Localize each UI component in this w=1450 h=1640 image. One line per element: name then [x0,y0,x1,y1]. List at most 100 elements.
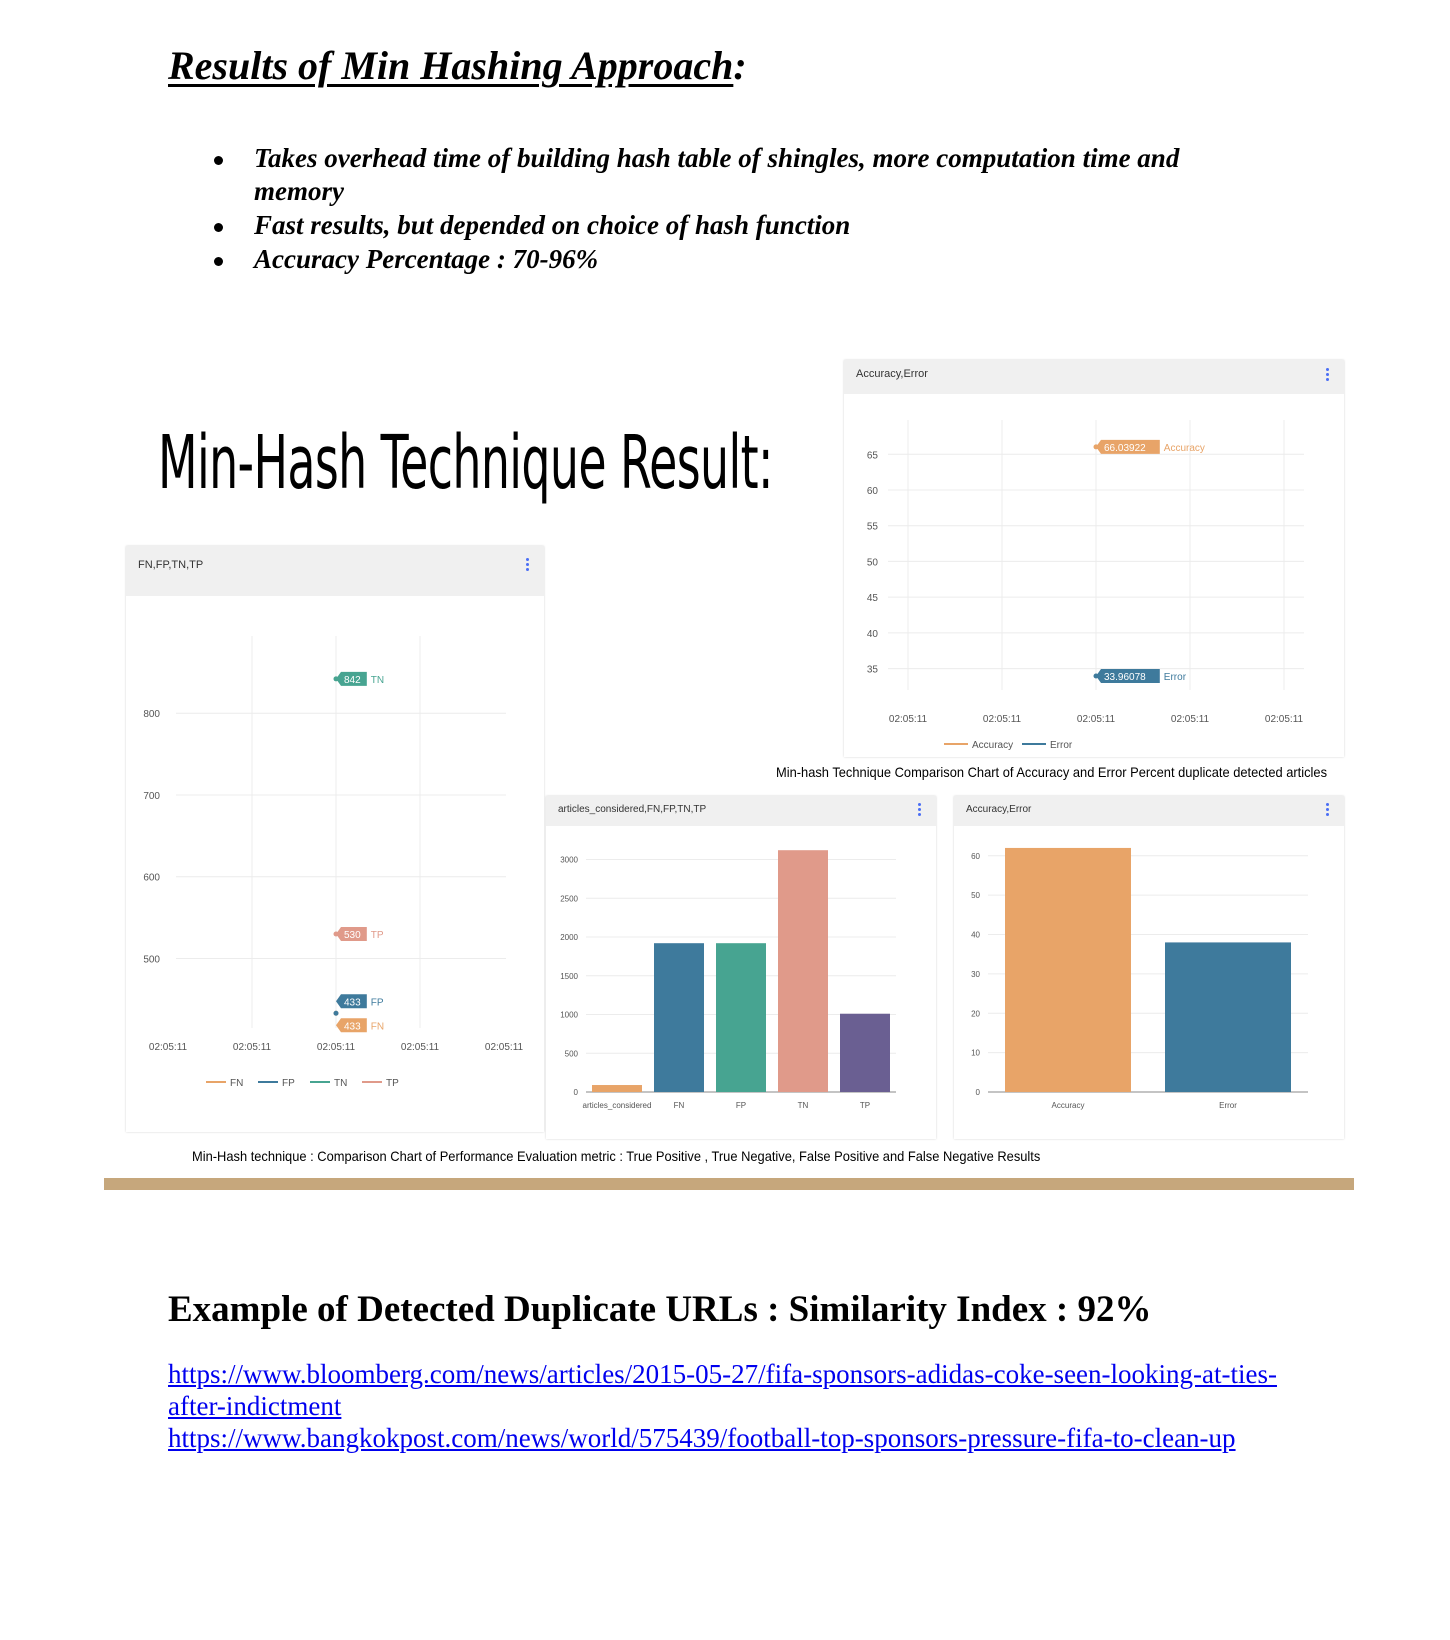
y-tick-label: 1500 [560,972,578,981]
x-tick-label: 02:05:11 [401,1042,440,1053]
point-fp-series-label: FP [371,997,384,1008]
point-fn-series-label: FN [371,1021,384,1032]
point-fn-value-label: 433 [344,1021,361,1032]
accuracy-error-bar-chart: 0 10 20 30 40 50 60 Accuracy Error [971,847,1308,1110]
bloomberg-link[interactable]: https://www.bloomberg.com/news/articles/… [168,1359,1277,1421]
x-tick-label: 02:05:11 [983,714,1022,725]
bangkokpost-link[interactable]: https://www.bangkokpost.com/news/world/5… [168,1423,1236,1453]
panel-title: articles_considered,FN,FP,TN,TP [558,804,707,815]
y-tick-label: 2500 [560,894,578,903]
y-tick-label: 50 [971,891,980,900]
point-fp-tag [336,994,367,1009]
bullet-dot-icon [214,223,223,232]
legend-label: FP [282,1078,295,1089]
point-fp-value-label: 433 [344,997,361,1008]
fn-fp-tn-tp-line-chart: 500 600 700 800 02:05:11 02:05:11 02:05:11 02:0… [143,636,524,1089]
panel-title: Accuracy,Error [856,368,928,380]
point-tp-tag [336,926,367,941]
point-accuracy-tag [1096,439,1160,454]
section-divider [104,1178,1354,1190]
y-tick-label: 600 [143,873,160,884]
point-tn-tag [336,671,367,686]
accuracy-error-line-panel: Accuracy,Error 35 40 45 50 55 60 65 02:05:11 02:… [844,360,1344,757]
y-tick-label: 0 [976,1088,981,1097]
y-tick-label: 40 [867,629,879,640]
y-tick-label: 60 [867,486,879,497]
results-bullet-list: Takes overhead time of building hash tab… [210,142,1270,277]
panel-header: articles_considered,FN,FP,TN,TP [546,796,936,826]
y-tick-label: 60 [971,852,980,861]
x-tick-label: 02:05:11 [1077,714,1116,725]
y-tick-label: 40 [971,931,980,940]
point-accuracy-value-label: 66.03922 [1104,443,1146,454]
panel-header: Accuracy,Error [844,360,1344,394]
x-tick-label: 02:05:11 [317,1042,356,1053]
bullet-dot-icon [214,156,223,165]
example-heading: Example of Detected Duplicate URLs : Sim… [168,1289,1152,1330]
legend-label: Accuracy [972,740,1013,751]
legend-label: TN [334,1078,347,1089]
y-tick-label: 3000 [560,856,578,865]
legend-label: TP [386,1078,399,1089]
more-options-icon[interactable] [1326,803,1330,818]
panel-header: Accuracy,Error [954,796,1344,826]
x-tick-label: 02:05:11 [1265,714,1304,725]
point-error-tag [1096,668,1160,683]
articles-bar-chart: 0 500 1000 1500 2000 2500 3000 articles_conside… [560,850,896,1110]
more-options-icon[interactable] [1326,368,1330,383]
x-tick-label: TN [798,1101,809,1110]
bullet-text: Takes overhead time of building hash tab… [254,143,1180,206]
minhash-result-title: Min-Hash Technique Result: [158,420,773,506]
accuracy-error-line-chart: 35 40 45 50 55 60 65 02:05:11 02:05:11 02:05:11 02… [867,420,1304,751]
performance-caption: Min-Hash technique : Comparison Chart of… [192,1148,1041,1164]
y-tick-label: 20 [971,1009,980,1018]
accuracy-error-caption: Min-hash Technique Comparison Chart of A… [776,764,1328,780]
y-tick-label: 30 [971,970,980,979]
bullet-dot-icon [214,257,223,266]
x-tick-label: TP [860,1101,870,1110]
x-tick-label: 02:05:11 [1171,714,1210,725]
bullet-text: Accuracy Percentage : 70-96% [254,244,599,274]
x-tick-label: 02:05:11 [149,1042,188,1053]
bar-fn [654,943,704,1092]
point-tn-series-label: TN [371,675,384,686]
page-heading: Results of Min Hashing Approach: [168,42,747,89]
heading-colon: : [733,43,747,88]
x-tick-label: FP [736,1101,746,1110]
point-error-value-label: 33.96078 [1104,672,1146,683]
y-tick-label: 500 [143,955,160,966]
panel-title: FN,FP,TN,TP [138,559,204,571]
x-tick-label: FN [674,1101,685,1110]
y-tick-label: 500 [565,1049,579,1058]
bar-tp [840,1013,890,1092]
fn-fp-tn-tp-line-panel: FN,FP,TN,TP 500 600 700 800 02:05:11 02:05:11… [126,546,544,1132]
point-error-series-label: Error [1164,672,1187,683]
y-tick-label: 65 [867,450,879,461]
bar-articles-considered [592,1085,642,1092]
more-options-icon[interactable] [526,558,530,573]
point-tn-value-label: 842 [344,675,361,686]
y-tick-label: 55 [867,522,879,533]
accuracy-error-bar-panel: Accuracy,Error 0 10 20 30 40 50 60 Accuracy Erro… [954,796,1344,1139]
bullet-item: Takes overhead time of building hash tab… [210,142,1270,208]
bar-accuracy [1005,847,1131,1092]
point-fn-tag [336,1018,367,1033]
bar-tn [778,850,828,1092]
y-tick-label: 45 [867,593,879,604]
panel-title: Accuracy,Error [966,804,1032,815]
panel-header: FN,FP,TN,TP [126,546,544,596]
y-tick-label: 700 [143,791,160,802]
point-fp [333,1010,339,1016]
y-tick-label: 10 [971,1049,980,1058]
legend-label: Error [1050,740,1073,751]
y-tick-label: 800 [143,709,160,720]
more-options-icon[interactable] [918,803,922,818]
bullet-item: Fast results, but depended on choice of … [210,209,1270,242]
y-tick-label: 1000 [560,1011,578,1020]
y-tick-label: 2000 [560,933,578,942]
bar-fp [716,943,766,1092]
duplicate-url-list: https://www.bloomberg.com/news/articles/… [168,1358,1288,1454]
x-tick-label: Accuracy [1052,1101,1085,1110]
y-tick-label: 35 [867,665,879,676]
bar-error [1165,942,1291,1092]
